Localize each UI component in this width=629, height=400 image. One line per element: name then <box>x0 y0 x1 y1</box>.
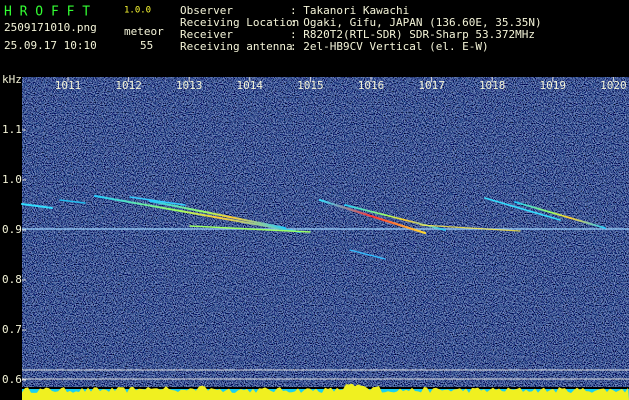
axis: 1011 1012 1013 1014 1015 1016 1017 1018 1019 1020… <box>2 77 627 386</box>
echo <box>129 196 186 206</box>
echo <box>149 200 286 229</box>
echo <box>59 199 86 204</box>
x-tick-label: 1011 <box>55 79 82 92</box>
app-version: 1.0.0 <box>124 6 151 16</box>
count: 55 <box>140 39 153 52</box>
echo <box>419 224 521 232</box>
app-name: H R O F F T <box>4 5 90 20</box>
y-tick-label: 1.1 <box>2 123 22 136</box>
y-tick-label: 1.0 <box>2 173 22 186</box>
spectrogram-noise <box>22 77 629 387</box>
info-value: : R820T2(RTL-SDR) SDR-Sharp 53.372MHz <box>290 28 535 41</box>
x-tick-label: 1017 <box>418 79 445 92</box>
x-tick-label: 1020 <box>600 79 627 92</box>
file-name: 2509171010.png <box>4 21 97 34</box>
x-tick-label: 1016 <box>358 79 385 92</box>
y-tick-label: 0.8 <box>2 273 22 286</box>
level-bars <box>22 383 629 400</box>
info-label: Receiver <box>180 28 233 41</box>
echo <box>94 195 301 233</box>
echo <box>21 203 53 209</box>
meteor-echoes <box>21 195 629 260</box>
info-value: : Takanori Kawachi <box>290 4 409 17</box>
y-tick-label: 0.6 <box>2 373 22 386</box>
info-value: : Ogaki, Gifu, JAPAN (136.60E, 35.35N) <box>290 16 542 29</box>
x-tick-label: 1012 <box>115 79 142 92</box>
date-time: 25.09.17 10:10 <box>4 39 97 52</box>
echo <box>318 198 427 235</box>
x-tick-label: 1013 <box>176 79 203 92</box>
x-tick-label: 1015 <box>297 79 324 92</box>
echo <box>189 225 311 233</box>
echo <box>349 249 386 260</box>
y-tick-label: 0.9 <box>2 223 22 236</box>
x-tick-label: 1018 <box>479 79 506 92</box>
level-graph <box>22 383 629 400</box>
echo <box>514 201 606 229</box>
x-tick-label: 1014 <box>237 79 264 92</box>
x-tick-label: 1019 <box>540 79 567 92</box>
y-unit: kHz <box>2 73 22 86</box>
count-label: meteor <box>124 25 164 38</box>
info-value: : 2el-HB9CV Vertical (el. E-W) <box>290 40 489 53</box>
info-label: Observer <box>180 4 233 17</box>
info-label: Receiving antenna <box>180 40 293 53</box>
echo <box>484 197 561 221</box>
info-label: Receiving Location <box>180 16 299 29</box>
y-tick-label: 0.7 <box>2 323 22 336</box>
